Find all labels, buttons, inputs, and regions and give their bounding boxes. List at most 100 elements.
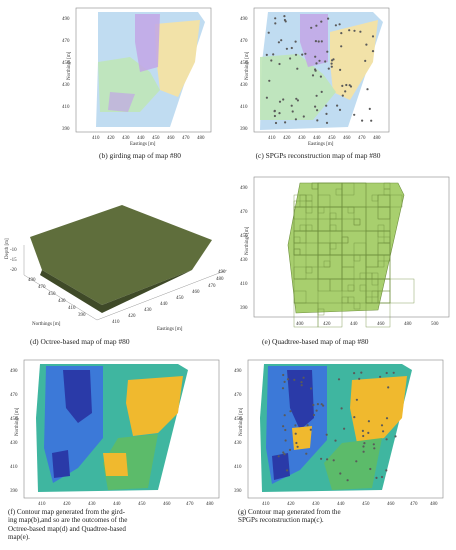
x-axis-label: Eastings [m] [308,142,334,147]
x-tick: 430 [88,502,96,507]
sample-point [372,443,375,446]
sample-point [385,469,388,472]
y-tick-labels: 490 470 450 430 410 390 [240,186,248,311]
x-tick: 430 [298,136,306,141]
sample-point [316,403,319,406]
sample-point [334,24,337,27]
sample-point [325,433,328,436]
sample-point [316,119,319,122]
x-tick: 440 [350,322,358,327]
panel-e-quadtree-map: 490 470 450 430 410 390 400 420 440 460 … [238,175,454,335]
contour-g-yellow-mid [292,426,312,450]
sample-point [345,83,348,87]
sample-point [304,52,307,55]
sample-point [365,43,368,46]
x-tick: 460 [192,290,200,295]
sample-point [286,469,289,472]
x-tick: 480 [216,277,224,282]
sample-point [312,413,316,417]
x-tick: 420 [63,502,71,507]
y-tick: 410 [234,465,242,470]
sample-point [353,29,356,32]
y-tick: 490 [240,17,248,22]
y-tick: 430 [240,83,248,88]
sample-point [295,441,298,445]
sample-point [278,112,281,115]
sample-point [309,428,312,431]
sample-point [274,22,277,25]
sample-point [302,376,305,379]
contour-g-green [324,438,382,490]
sample-point [281,387,285,390]
sample-point [309,387,313,390]
quadtree-cell [383,236,391,244]
sample-point [379,375,382,378]
x-axis-label: Eastings [m] [130,142,156,147]
x-tick: 460 [377,322,385,327]
sample-point [366,88,369,91]
sample-point [382,430,385,433]
sample-point [277,455,280,458]
sample-point [315,94,318,97]
contour-map-g-plot: 490 470 450 430 410 390 Northings [m] 41… [234,359,444,507]
sample-point [289,410,292,413]
sample-point [326,458,329,461]
sample-point [369,467,372,471]
sample-point [348,84,351,87]
sample-point [314,105,317,108]
sample-point [315,24,318,27]
x-tick: 420 [287,502,295,507]
sample-point [312,403,315,407]
sample-point [282,425,285,428]
caption-g: (g) Contour map generated from the SPGPs… [238,508,454,525]
spgps-map-purple-zone [300,14,328,67]
panel-d-octree-map: -10 -15 -20 Depth [m] 490 470 450 430 41… [2,175,228,335]
z-axis-label: Depth [m] [5,238,10,259]
sample-point [346,479,349,482]
sample-point [367,431,370,434]
sample-point [283,414,286,417]
x-tick: 460 [167,136,175,141]
sample-point [278,62,281,66]
caption-c: (c) SPGPs reconstruction map of map #80 [255,151,381,160]
x-tick: 450 [138,502,146,507]
y-tick: 410 [68,306,76,311]
quadtree-cell [341,296,349,304]
sample-point [314,68,317,71]
sample-point [362,434,365,438]
x-tick: 430 [312,502,320,507]
sample-point [380,475,384,479]
y-tick: 410 [240,282,248,287]
caption-d: (d) Octree-based map of map #80 [30,337,130,346]
sample-point [330,65,333,68]
sample-point [326,50,329,53]
x-tick: 400 [296,322,304,327]
sample-point [283,380,286,383]
sample-point [301,53,304,56]
sample-point [325,121,329,124]
sample-point [320,20,323,23]
contour-map-f-plot: 490 470 450 430 410 390 Northings [m] 41… [10,359,220,507]
x-tick-labels: 410 420 430 440 450 460 470 480 [268,136,381,141]
contour-f-navy-low [52,450,70,478]
x-tick: 470 [186,502,194,507]
sample-point [334,439,337,442]
quadtree-cell [329,212,337,220]
sample-point [293,378,296,381]
caption-f: (f) Contour map generated from the gird-… [8,508,224,542]
x-tick: 410 [92,136,100,141]
sample-point [348,29,351,32]
y-axis-label: Northings [m] [15,407,20,436]
x-tick: 430 [122,136,130,141]
sample-point [380,424,384,427]
x-tick: 460 [343,136,351,141]
sample-point [284,428,287,432]
quadtree-cell [359,284,367,292]
quadtree-cell [377,194,391,208]
caption-f-line: (f) Contour map generated from the gird- [8,508,126,516]
sample-point [362,445,365,448]
x-tick: 470 [182,136,190,141]
sample-point [296,67,299,70]
quadtree-cell [293,206,319,232]
sample-point [280,39,283,42]
